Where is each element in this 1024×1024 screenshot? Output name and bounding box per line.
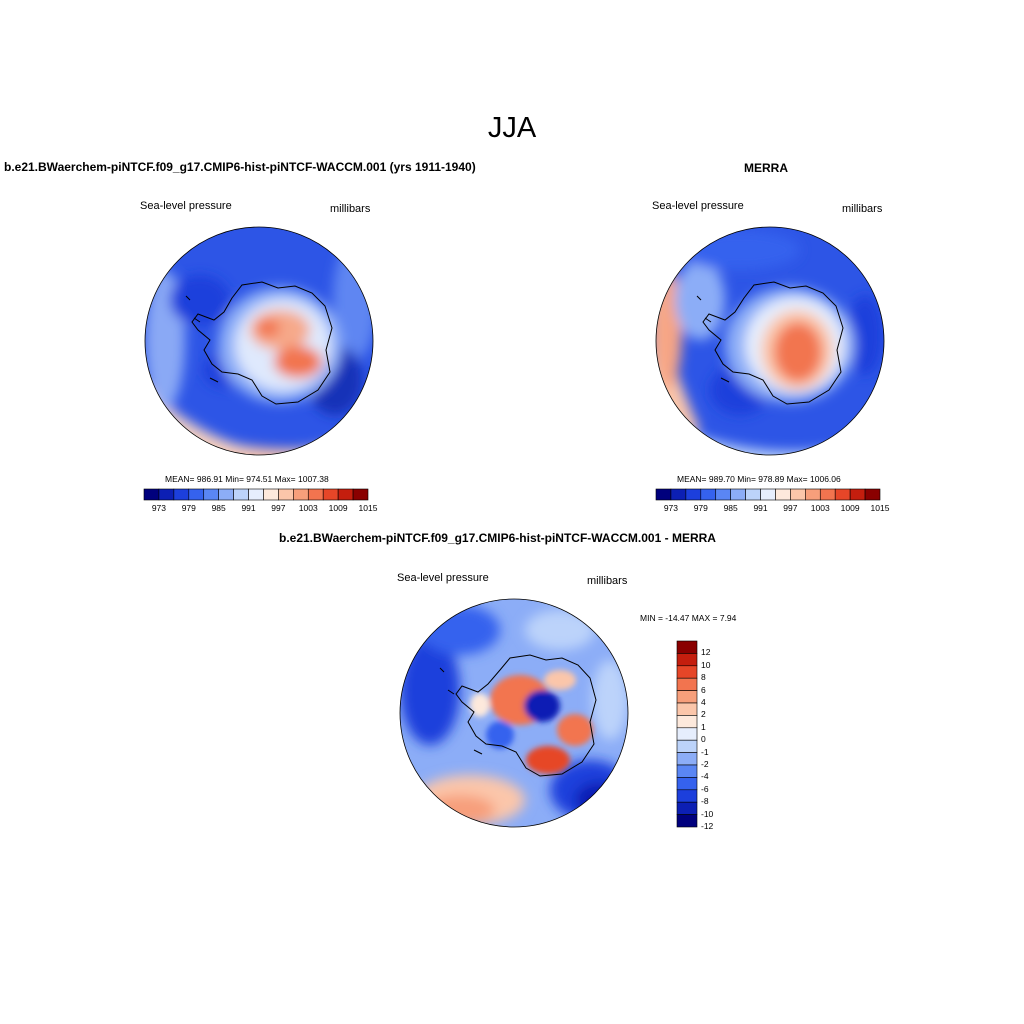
colorbar-tick-label: 1 (701, 721, 706, 732)
colorbar-swatch (790, 488, 806, 501)
panel3-colorbar (676, 640, 698, 828)
colorbar-tick-label: 1015 (358, 503, 378, 513)
panel3-left-label: Sea-level pressure (397, 572, 489, 584)
colorbar-swatch (337, 488, 354, 501)
colorbar-swatch (158, 488, 175, 501)
colorbar-swatch (676, 739, 698, 753)
colorbar-tick-label: 973 (151, 503, 167, 513)
colorbar-swatch (352, 488, 369, 501)
colorbar-tick-label: 1003 (810, 503, 830, 513)
colorbar-tick-label: 12 (701, 647, 711, 658)
colorbar-swatch (819, 488, 836, 501)
colorbar-tick-label: 10 (701, 659, 711, 670)
colorbar-swatch (676, 801, 698, 815)
colorbar-tick-label: 2 (701, 709, 706, 720)
colorbar-tick-label: 6 (701, 684, 706, 695)
figure-title: JJA (487, 112, 537, 144)
colorbar-tick-label: 991 (241, 503, 256, 513)
panel1-stats: MEAN= 986.91 Min= 974.51 Max= 1007.38 (165, 474, 329, 484)
colorbar-swatch (745, 488, 761, 501)
colorbar-swatch (715, 488, 731, 501)
colorbar-swatch (676, 764, 698, 778)
colorbar-swatch (676, 814, 698, 828)
colorbar-swatch (676, 640, 698, 654)
colorbar-swatch (293, 488, 309, 501)
colorbar-swatch (218, 488, 234, 501)
colorbar-swatch (775, 488, 791, 501)
colorbar-swatch (173, 488, 190, 501)
colorbar-tick-label: 1015 (870, 503, 890, 513)
colorbar-swatch (834, 488, 851, 501)
colorbar-swatch (730, 488, 746, 501)
colorbar-swatch (676, 727, 698, 741)
colorbar-swatch (676, 777, 698, 791)
panel1-left-label: Sea-level pressure (140, 200, 232, 212)
colorbar-swatch (676, 789, 698, 803)
colorbar-tick-label: -2 (701, 759, 709, 769)
panel1-title: b.e21.BWaerchem-piNTCF.f09_g17.CMIP6-his… (4, 160, 476, 174)
colorbar-tick-label: -1 (701, 746, 709, 757)
colorbar-tick-label: 0 (701, 734, 706, 745)
colorbar-swatch (322, 488, 339, 501)
panel1-units-label: millibars (330, 203, 371, 215)
colorbar-tick-label: 997 (783, 503, 798, 513)
colorbar-tick-label: 979 (181, 503, 196, 513)
merra-slp-map (655, 226, 885, 456)
colorbar-swatch (203, 488, 219, 501)
colorbar-swatch (278, 488, 294, 501)
colorbar-swatch (700, 488, 717, 501)
colorbar-tick-label: 1009 (840, 503, 860, 513)
model-slp-map (144, 226, 374, 456)
difference-slp-map (399, 598, 629, 828)
colorbar-swatch (307, 488, 324, 501)
colorbar-swatch (188, 488, 205, 501)
colorbar-swatch (248, 488, 264, 501)
colorbar-swatch (676, 702, 698, 716)
panel1-colorbar (143, 488, 369, 501)
panel2-units-label: millibars (842, 203, 883, 215)
colorbar-tick-label: -8 (701, 796, 709, 807)
colorbar-swatch (805, 488, 821, 501)
colorbar-swatch (263, 488, 279, 501)
colorbar-tick-label: 1009 (328, 503, 348, 513)
colorbar-tick-label: -12 (701, 821, 714, 831)
panel3-units-label: millibars (587, 575, 628, 587)
colorbar-swatch (655, 488, 672, 501)
panel2-title: MERRA (744, 161, 788, 175)
colorbar-tick-label: -10 (701, 808, 714, 819)
colorbar-tick-label: 1003 (298, 503, 318, 513)
colorbar-swatch (676, 653, 698, 667)
colorbar-tick-label: 8 (701, 672, 706, 683)
colorbar-swatch (143, 488, 160, 501)
colorbar-swatch (760, 488, 776, 501)
colorbar-swatch (676, 715, 698, 729)
colorbar-tick-label: -6 (701, 783, 709, 794)
panel3-title: b.e21.BWaerchem-piNTCF.f09_g17.CMIP6-his… (279, 531, 716, 545)
colorbar-swatch (864, 488, 881, 501)
colorbar-swatch (685, 488, 702, 501)
colorbar-swatch (849, 488, 866, 501)
colorbar-tick-label: 997 (271, 503, 286, 513)
colorbar-tick-label: 991 (753, 503, 768, 513)
colorbar-tick-label: 985 (723, 503, 738, 513)
colorbar-swatch (670, 488, 687, 501)
panel2-stats: MEAN= 989.70 Min= 978.89 Max= 1006.06 (677, 474, 841, 484)
colorbar-tick-label: 979 (693, 503, 708, 513)
colorbar-swatch (676, 752, 698, 766)
colorbar-swatch (676, 677, 698, 691)
colorbar-tick-label: 973 (663, 503, 679, 513)
colorbar-tick-label: -4 (701, 771, 709, 782)
panel2-left-label: Sea-level pressure (652, 200, 744, 212)
colorbar-swatch (676, 690, 698, 704)
colorbar-swatch (676, 665, 698, 679)
colorbar-swatch (233, 488, 249, 501)
colorbar-tick-label: 4 (701, 697, 706, 707)
panel3-stats: MIN = -14.47 MAX = 7.94 (640, 613, 737, 623)
panel2-colorbar (655, 488, 881, 501)
colorbar-tick-label: 985 (211, 503, 226, 513)
